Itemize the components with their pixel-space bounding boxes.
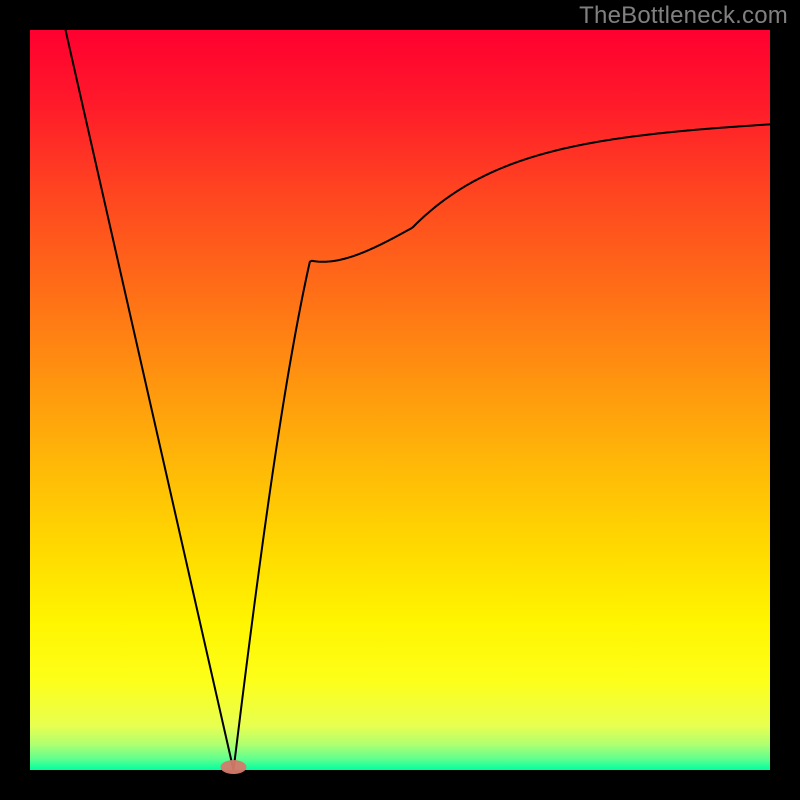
dip-marker <box>221 760 247 774</box>
chart-svg <box>0 0 800 800</box>
plot-area <box>30 30 770 770</box>
watermark-text: TheBottleneck.com <box>579 2 788 30</box>
chart-stage: TheBottleneck.com <box>0 0 800 800</box>
